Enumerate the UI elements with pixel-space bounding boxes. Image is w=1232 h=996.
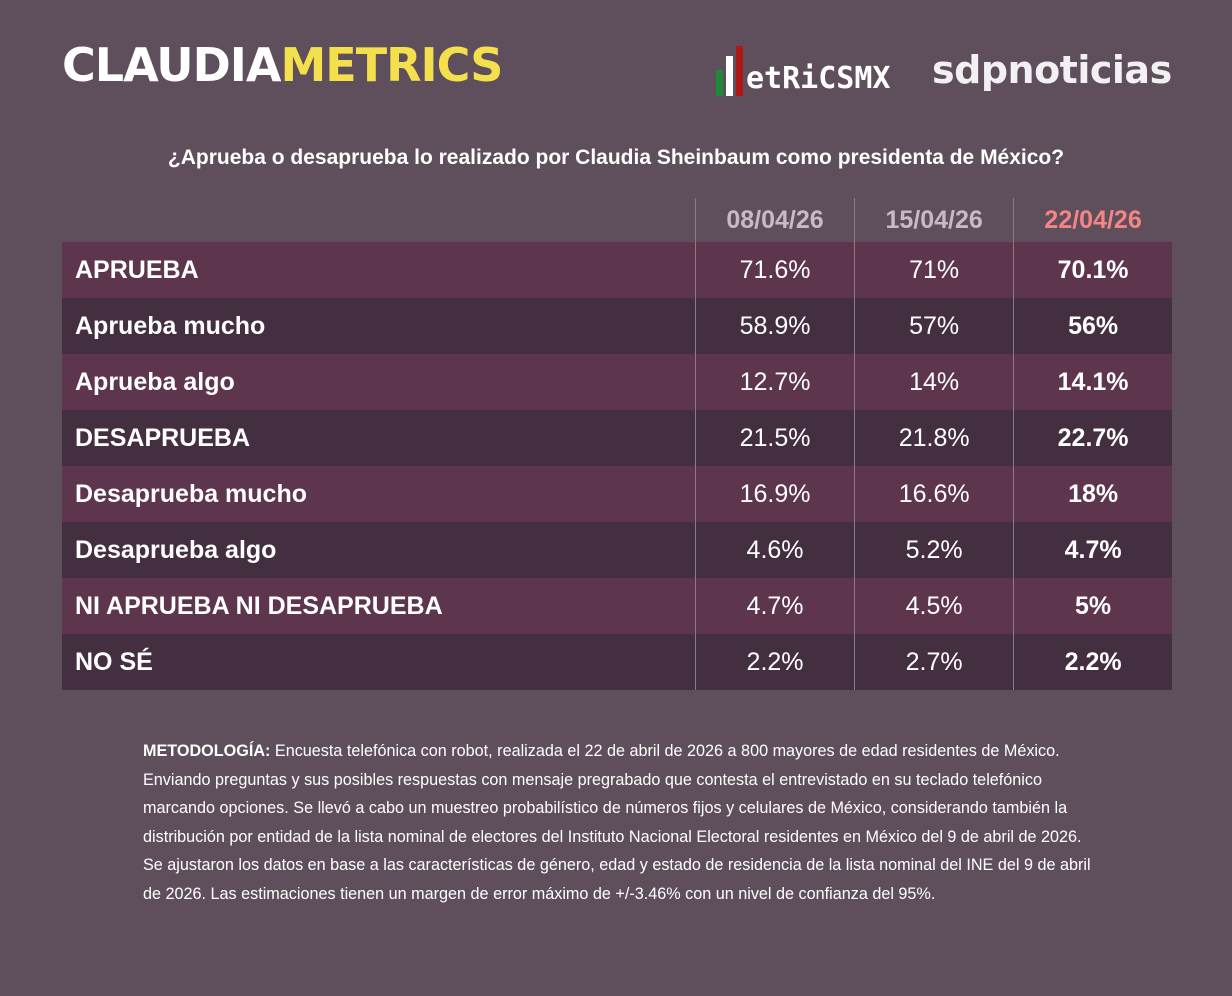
- cell-value: 14.1%: [1013, 354, 1172, 410]
- table-row: Desaprueba algo 4.6% 5.2% 4.7%: [62, 522, 1172, 578]
- table-row: Desaprueba mucho 16.9% 16.6% 18%: [62, 466, 1172, 522]
- table-row: NO SÉ 2.2% 2.7% 2.2%: [62, 634, 1172, 690]
- cell-value: 22.7%: [1013, 410, 1172, 466]
- cell-value: 12.7%: [694, 354, 855, 410]
- cell-value: 21.5%: [694, 410, 855, 466]
- sdpnoticias-logo: sdpnoticias: [932, 48, 1172, 92]
- row-label: Aprueba algo: [62, 354, 696, 410]
- methodology-note: METODOLOGÍA: Encuesta telefónica con rob…: [143, 742, 1091, 903]
- cell-value: 4.5%: [854, 578, 1014, 634]
- column-header: 08/04/26: [694, 198, 855, 242]
- row-label: DESAPRUEBA: [62, 410, 696, 466]
- cell-value: 4.6%: [694, 522, 855, 578]
- row-label: NI APRUEBA NI DESAPRUEBA: [62, 578, 696, 634]
- column-header-latest: 22/04/26: [1013, 198, 1172, 242]
- cell-value: 57%: [854, 298, 1014, 354]
- cell-value: 71%: [854, 242, 1014, 298]
- cell-value: 5%: [1013, 578, 1172, 634]
- claudiametrics-logo: CLAUDIAMETRICS: [62, 38, 503, 92]
- table-row: Aprueba mucho 58.9% 57% 56%: [62, 298, 1172, 354]
- chart-bars-icon: [716, 46, 743, 96]
- table-row: Aprueba algo 12.7% 14% 14.1%: [62, 354, 1172, 410]
- cell-value: 16.6%: [854, 466, 1014, 522]
- cell-value: 4.7%: [1013, 522, 1172, 578]
- results-table: 08/04/26 15/04/26 22/04/26 APRUEBA 71.6% 7…: [62, 198, 1172, 690]
- cell-value: 71.6%: [694, 242, 855, 298]
- column-header: 15/04/26: [854, 198, 1014, 242]
- row-label: Desaprueba algo: [62, 522, 696, 578]
- cell-value: 18%: [1013, 466, 1172, 522]
- cell-value: 4.7%: [694, 578, 855, 634]
- row-label: Aprueba mucho: [62, 298, 696, 354]
- table-row: APRUEBA 71.6% 71% 70.1%: [62, 242, 1172, 298]
- metricsmx-logo: etRiCSMX: [716, 42, 891, 96]
- row-label: APRUEBA: [62, 242, 696, 298]
- row-label: Desaprueba mucho: [62, 466, 696, 522]
- cell-value: 21.8%: [854, 410, 1014, 466]
- table-row: DESAPRUEBA 21.5% 21.8% 22.7%: [62, 410, 1172, 466]
- cell-value: 58.9%: [694, 298, 855, 354]
- cell-value: 16.9%: [694, 466, 855, 522]
- cell-value: 5.2%: [854, 522, 1014, 578]
- row-label: NO SÉ: [62, 634, 696, 690]
- cell-value: 70.1%: [1013, 242, 1172, 298]
- cell-value: 2.7%: [854, 634, 1014, 690]
- cell-value: 2.2%: [1013, 634, 1172, 690]
- cell-value: 14%: [854, 354, 1014, 410]
- survey-question: ¿Aprueba o desaprueba lo realizado por C…: [167, 146, 1065, 169]
- cell-value: 56%: [1013, 298, 1172, 354]
- cell-value: 2.2%: [694, 634, 855, 690]
- table-row: NI APRUEBA NI DESAPRUEBA 4.7% 4.5% 5%: [62, 578, 1172, 634]
